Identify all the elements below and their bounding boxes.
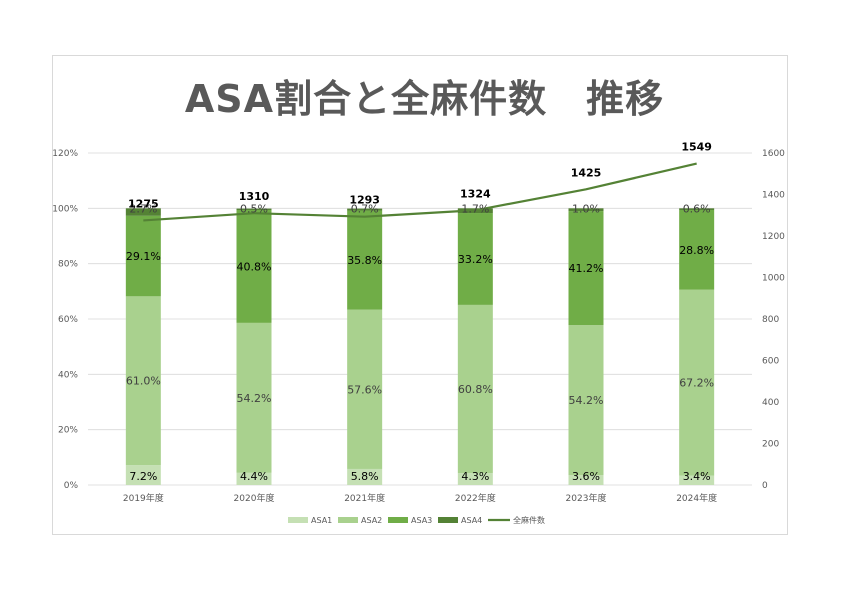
data-label-asa1: 4.3%	[461, 470, 489, 483]
bar-asa2	[236, 322, 272, 473]
y-left-tick-label: 120%	[52, 149, 78, 159]
bars	[125, 208, 715, 485]
bar-asa2	[125, 296, 161, 466]
y-right-tick-label: 1000	[762, 274, 785, 284]
y-right-tick-label: 0	[762, 481, 768, 491]
total-line	[143, 162, 697, 222]
data-label-total: 1293	[349, 194, 380, 207]
y-right-tick-label: 800	[762, 315, 779, 325]
y-left-tick-label: 100%	[52, 204, 78, 214]
legend-swatch	[438, 517, 458, 523]
bar-asa2	[457, 304, 493, 474]
data-label-asa3: 35.8%	[347, 254, 382, 267]
x-tick-label: 2024年度	[676, 492, 717, 504]
y-left-tick-label: 20%	[58, 426, 78, 436]
y-right-tick-label: 1200	[762, 232, 785, 242]
bar-asa3	[679, 209, 715, 290]
data-labels: 7.2% 61.0% 29.1% 2.7% 4.4% 54.2% 40.8% 0.5% 5.8%…	[126, 141, 714, 483]
bar-asa4	[236, 208, 272, 210]
data-label-asa4: 1.7%	[461, 202, 489, 215]
legend-label: ASA1	[311, 516, 332, 525]
bar-asa3	[568, 211, 604, 326]
bar-asa2	[568, 325, 604, 476]
data-label-asa1: 3.6%	[572, 470, 600, 483]
data-label-total: 1425	[571, 166, 602, 179]
x-tick-label: 2023年度	[566, 492, 607, 504]
chart-frame	[52, 55, 788, 535]
bar-asa2	[347, 309, 383, 469]
y-right-tick-label: 1400	[762, 191, 785, 201]
data-label-asa2: 54.2%	[569, 394, 604, 407]
data-label-asa3: 41.2%	[569, 262, 604, 275]
gridlines	[88, 152, 752, 486]
legend-label: ASA4	[461, 516, 482, 525]
x-tick-label: 2021年度	[344, 492, 385, 504]
data-label-asa3: 29.1%	[126, 250, 161, 263]
y-left-tick-label: 80%	[58, 260, 78, 270]
y-left-tick-label: 0%	[64, 481, 79, 491]
bar-asa4	[568, 208, 604, 212]
bar-asa4	[125, 208, 161, 216]
bar-asa4	[679, 208, 715, 210]
bar-asa1	[679, 475, 715, 485]
x-tick-label: 2020年度	[234, 492, 275, 504]
data-label-asa3: 28.8%	[679, 244, 714, 257]
legend-label: ASA2	[361, 516, 382, 525]
data-label-total: 1549	[681, 141, 712, 154]
axes: 0% 20% 40% 60% 80% 100% 120% 0 200 400 600 800 1000 1…	[52, 149, 785, 504]
chart-title: ASA割合と全麻件数 推移	[184, 77, 665, 121]
data-label-asa3: 40.8%	[237, 260, 272, 273]
bar-asa4	[347, 208, 383, 211]
data-label-asa4: 2.7%	[129, 202, 157, 215]
bar-asa3	[125, 215, 161, 297]
bar-asa3	[347, 210, 383, 310]
data-label-asa1: 3.4%	[683, 470, 711, 483]
data-label-asa2: 57.6%	[347, 383, 382, 396]
y-left-tick-label: 60%	[58, 315, 78, 325]
data-label-asa3: 33.2%	[458, 253, 493, 266]
bar-asa1	[568, 475, 604, 485]
data-label-asa2: 60.8%	[458, 383, 493, 396]
legend-label: ASA3	[411, 516, 432, 525]
bar-asa2	[679, 289, 715, 476]
y-right-tick-label: 600	[762, 357, 779, 367]
data-label-total: 1310	[239, 190, 270, 203]
x-tick-label: 2022年度	[455, 492, 496, 504]
data-label-asa2: 67.2%	[679, 377, 714, 390]
legend-swatch	[388, 517, 408, 523]
data-label-asa1: 7.2%	[129, 470, 157, 483]
legend: ASA1 ASA2 ASA3 ASA4 全麻件数	[288, 515, 545, 525]
data-label-asa1: 4.4%	[240, 470, 268, 483]
bar-asa1	[236, 472, 272, 485]
data-label-total: 1275	[128, 197, 159, 210]
legend-label: 全麻件数	[513, 515, 545, 525]
data-label-asa2: 61.0%	[126, 375, 161, 388]
data-label-asa4: 0.7%	[351, 203, 379, 216]
legend-swatch	[338, 517, 358, 523]
y-right-tick-label: 1600	[762, 149, 785, 159]
y-left-tick-label: 40%	[58, 370, 78, 380]
bar-asa1	[347, 468, 383, 485]
data-label-asa1: 5.8%	[351, 470, 379, 483]
y-right-tick-label: 200	[762, 440, 779, 450]
bar-asa1	[457, 473, 493, 485]
data-label-total: 1324	[460, 187, 491, 200]
data-label-asa4: 1.0%	[572, 202, 600, 215]
bar-asa3	[457, 213, 493, 305]
line-total	[143, 162, 697, 222]
data-label-asa4: 0.5%	[240, 203, 268, 216]
y-right-tick-label: 400	[762, 398, 779, 408]
bar-asa1	[125, 465, 161, 485]
x-tick-label: 2019年度	[123, 492, 164, 504]
data-label-asa2: 54.2%	[237, 392, 272, 405]
bar-asa3	[236, 209, 272, 323]
data-label-asa4: 0.6%	[683, 202, 711, 215]
legend-swatch	[288, 517, 308, 523]
